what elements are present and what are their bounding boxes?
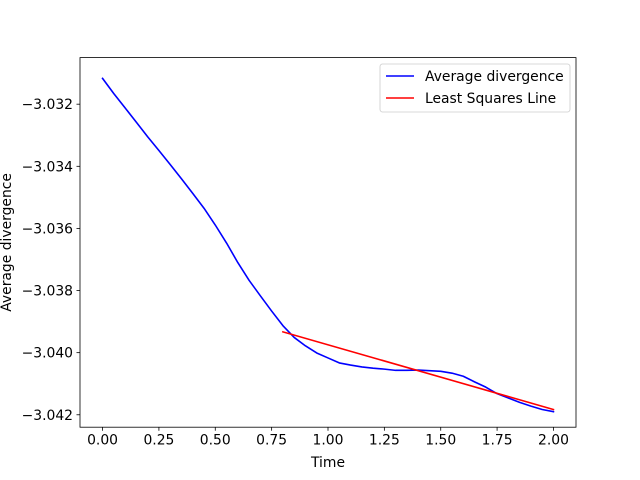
series-layer [101,77,555,413]
x-tick-label: 2.00 [538,433,569,449]
x-tick-label: 1.50 [425,433,456,449]
x-axis-label: Time [310,455,345,471]
legend: Average divergence Least Squares Line [379,63,571,113]
series-line-least-squares-line [281,330,555,411]
y-tick-label: −3.038 [22,284,73,300]
x-tick-label: 0.75 [256,433,287,449]
y-tick-label: −3.036 [22,221,73,237]
legend-label-average-divergence: Average divergence [425,69,564,85]
x-tick-label: 1.75 [482,433,513,449]
y-tick-label: −3.034 [22,159,74,175]
y-axis: −3.032 −3.034 −3.036 −3.038 −3.040 −3.042 [22,97,80,424]
axes-frame [79,57,577,428]
y-tick-label: −3.042 [22,408,73,424]
x-tick-label: 1.25 [369,433,400,449]
x-axis: 0.00 0.25 0.50 0.75 1.00 1.25 1.50 1.75 2.00 [87,427,569,449]
x-tick-label: 1.00 [313,433,344,449]
legend-label-least-squares-line: Least Squares Line [425,91,556,107]
y-tick-label: −3.040 [22,346,73,362]
x-tick-label: 0.00 [87,433,118,449]
y-axis-label: Average divergence [0,173,15,312]
x-tick-label: 0.25 [143,433,174,449]
y-tick-label: −3.032 [22,97,73,113]
series-line-average-divergence [101,77,555,413]
x-tick-label: 0.50 [200,433,231,449]
legend-box [379,63,571,113]
